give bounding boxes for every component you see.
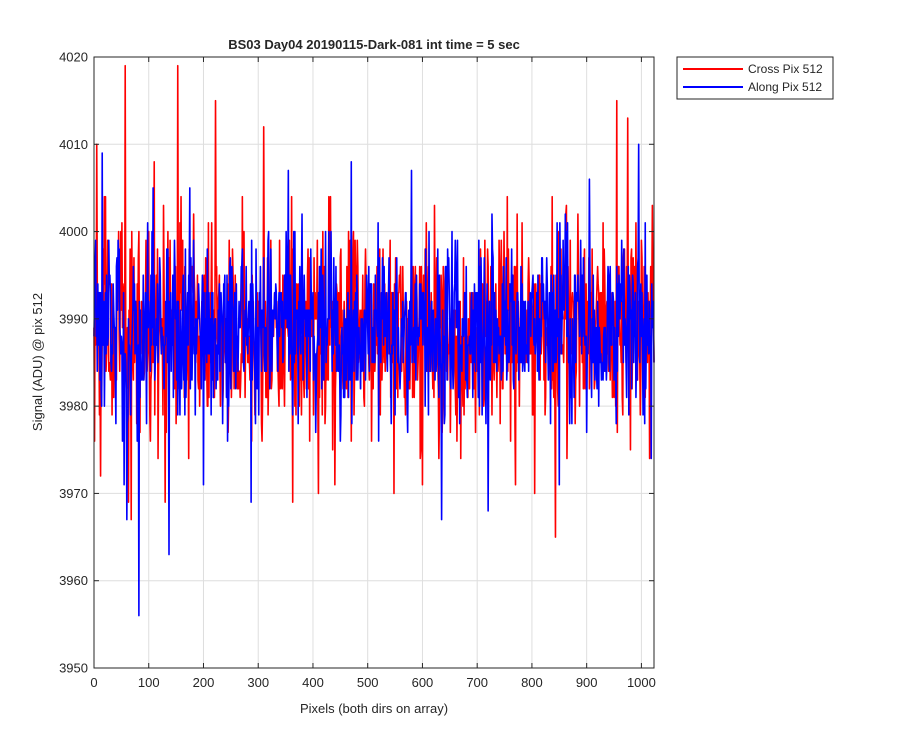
y-axis-label: Signal (ADU) @ pix 512 — [30, 293, 45, 431]
x-tick-label: 0 — [90, 675, 97, 690]
x-tick-label: 1000 — [627, 675, 656, 690]
x-tick-label: 900 — [576, 675, 598, 690]
y-tick-label: 3970 — [59, 486, 88, 501]
y-tick-label: 4010 — [59, 137, 88, 152]
plot-frame — [93, 56, 655, 669]
y-tick-label: 4000 — [59, 224, 88, 239]
ticks: 0 100 200 300 400 500 600 700 800 900 1000 3950 3960… — [59, 50, 656, 691]
x-tick-label: 300 — [247, 675, 269, 690]
y-tick-label: 3990 — [59, 311, 88, 326]
x-tick-label: 500 — [357, 675, 379, 690]
legend-box — [676, 56, 834, 100]
y-tick-label: 4020 — [59, 50, 88, 65]
y-tick-label: 3950 — [59, 661, 88, 676]
chart-title: BS03 Day04 20190115-Dark-081 int time = … — [228, 37, 520, 52]
legend: Cross Pix 512 Along Pix 512 — [676, 56, 834, 100]
y-tick-label: 3960 — [59, 573, 88, 588]
legend-label-along: Along Pix 512 — [748, 80, 822, 94]
x-tick-label: 600 — [412, 675, 434, 690]
series-line-along-pix-512 — [93, 143, 655, 617]
x-axis-label: Pixels (both dirs on array) — [300, 701, 448, 716]
y-tick-label: 3980 — [59, 399, 88, 414]
legend-label-cross: Cross Pix 512 — [748, 62, 823, 76]
x-tick-label: 200 — [193, 675, 215, 690]
x-tick-label: 400 — [302, 675, 324, 690]
x-tick-label: 700 — [466, 675, 488, 690]
series-layer — [93, 64, 655, 617]
x-tick-label: 800 — [521, 675, 543, 690]
x-tick-label: 100 — [138, 675, 160, 690]
